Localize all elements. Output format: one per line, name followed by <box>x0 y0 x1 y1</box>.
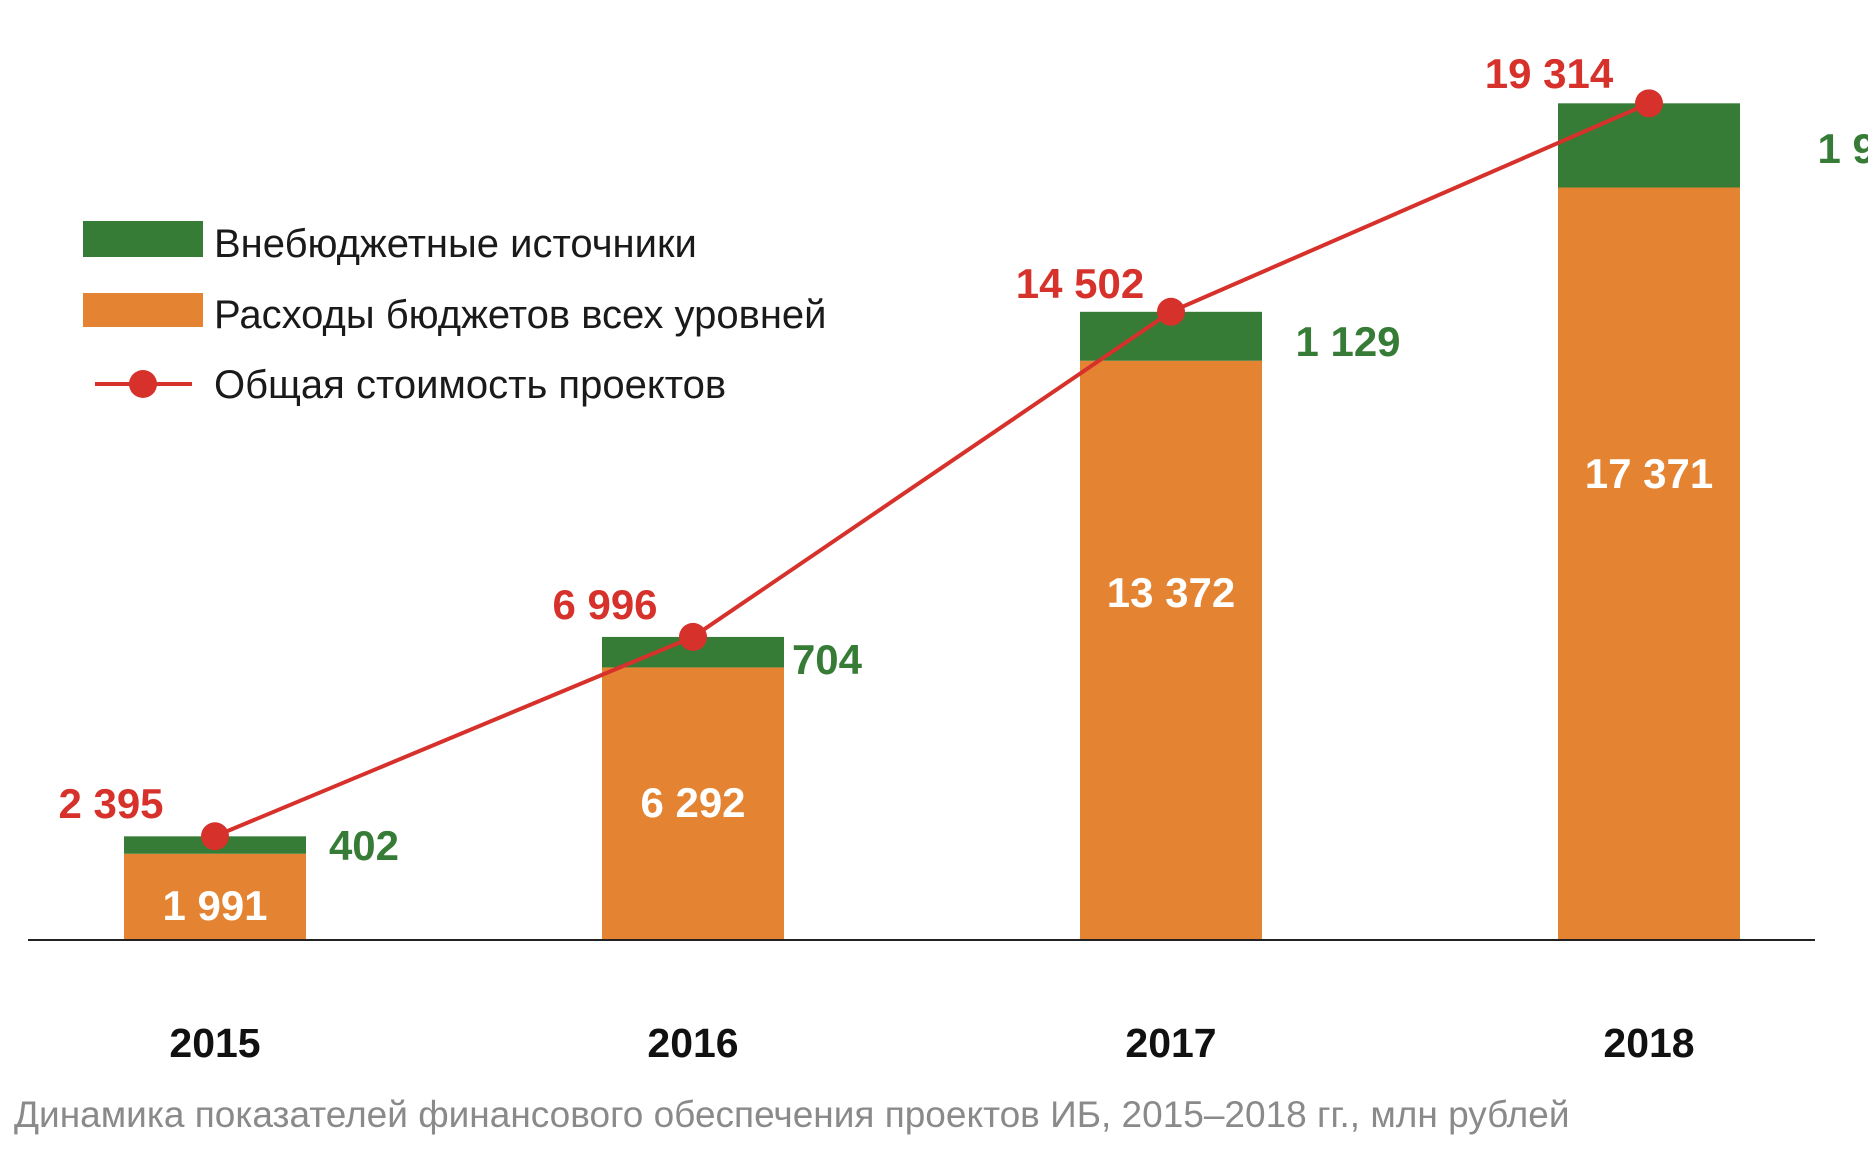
legend-entry-green: Внебюджетные источники <box>83 221 697 266</box>
legend-label-green: Внебюджетные источники <box>214 222 697 266</box>
legend-label-red: Общая стоимость проектов <box>214 363 726 407</box>
label-extrabudget-2018: 1 943 <box>1817 125 1868 172</box>
x-tick-label-2017: 2017 <box>1125 1020 1216 1066</box>
legend-swatch-orange <box>83 293 203 327</box>
x-tick-label-2015: 2015 <box>169 1020 260 1066</box>
label-total-2016: 6 996 <box>552 581 657 628</box>
label-extrabudget-2016: 704 <box>792 636 863 683</box>
label-budget-2015: 1 991 <box>162 882 267 929</box>
total-cost-point-2017 <box>1157 297 1185 326</box>
total-cost-point-2018 <box>1635 89 1663 118</box>
total-cost-line <box>214 101 1650 839</box>
label-total-2015: 2 395 <box>58 780 163 827</box>
label-extrabudget-2017: 1 129 <box>1295 318 1400 365</box>
legend-entry-red: Общая стоимость проектов <box>95 363 726 407</box>
bar-budget-2017 <box>1080 360 1262 940</box>
x-tick-label-2016: 2016 <box>647 1020 738 1066</box>
label-total-2017: 14 502 <box>1016 260 1144 307</box>
chart-caption: Динамика показателей финансового обеспеч… <box>14 1094 1570 1135</box>
legend: Внебюджетные источники Расходы бюджетов … <box>83 221 827 407</box>
bars-layer <box>124 103 1740 940</box>
legend-swatch-green <box>83 221 203 257</box>
bar-budget-2018 <box>1558 187 1740 940</box>
label-budget-2016: 6 292 <box>640 779 745 826</box>
total-cost-point-2016 <box>679 622 707 651</box>
legend-entry-orange: Расходы бюджетов всех уровней <box>83 293 827 337</box>
bar-budget-2016 <box>602 667 784 940</box>
total-cost-point-2015 <box>201 822 229 851</box>
legend-marker-red <box>129 370 157 398</box>
label-budget-2017: 13 372 <box>1107 569 1235 616</box>
label-budget-2018: 17 371 <box>1585 450 1713 497</box>
total-cost-line-layer <box>201 89 1663 851</box>
x-tick-label-2018: 2018 <box>1603 1020 1694 1066</box>
data-labels-layer: 1 991 402 2 395 6 292 704 6 996 13 372 1 129 14 … <box>58 50 1868 929</box>
bar-extrabudget-2018 <box>1558 103 1740 188</box>
label-extrabudget-2015: 402 <box>329 822 399 869</box>
label-total-2018: 19 314 <box>1485 50 1614 97</box>
bar-budget-2015 <box>124 853 306 940</box>
legend-label-orange: Расходы бюджетов всех уровней <box>214 293 827 337</box>
x-tick-labels: 2015 2016 2017 2018 <box>169 1020 1694 1066</box>
